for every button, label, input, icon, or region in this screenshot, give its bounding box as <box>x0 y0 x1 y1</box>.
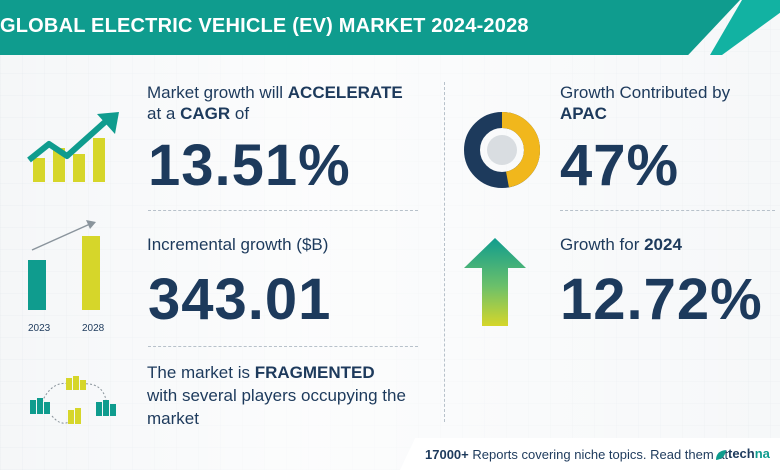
fragmented-label-line1: The market is FRAGMENTED <box>147 363 375 382</box>
up-arrow-icon <box>464 238 526 326</box>
brand-link[interactable]: techna <box>728 446 770 461</box>
donut-share-segment <box>464 112 540 188</box>
accelerate-emphasis: ACCELERATE <box>287 83 403 102</box>
bar-year-2023: 2023 <box>28 323 51 334</box>
left-divider-2 <box>148 346 418 347</box>
page-title: GLOBAL ELECTRIC VEHICLE (EV) MARKET 2024… <box>0 15 529 37</box>
fragmented-label-line2: with several players occupying the <box>147 386 406 405</box>
center-divider <box>444 82 445 422</box>
region-share-donut-icon <box>464 112 540 188</box>
bar-year-2028: 2028 <box>82 323 105 334</box>
fragmented-market-icon <box>30 376 116 424</box>
left-divider-1 <box>148 210 418 211</box>
title-banner <box>0 0 740 55</box>
cagr-label-line1: Market growth will ACCELERATE <box>147 83 403 102</box>
cagr-label-line2: at a CAGR of <box>147 104 250 123</box>
bar-comparison-icon <box>28 220 100 310</box>
growth-chart-icon <box>27 112 119 182</box>
region-label-line2: APAC <box>560 103 607 125</box>
cagr-value: 13.51% <box>148 133 351 198</box>
yoy-value: 12.72% <box>560 267 763 332</box>
yoy-year-emphasis: 2024 <box>644 235 682 254</box>
region-value: 47% <box>560 133 680 198</box>
cagr-emphasis: CAGR <box>180 104 231 123</box>
fragmented-label-line3: market <box>147 409 199 428</box>
incremental-label: Incremental growth ($B) <box>147 235 329 254</box>
region-emphasis: APAC <box>560 104 607 123</box>
yoy-label: Growth for 2024 <box>560 235 682 254</box>
region-label-line1: Growth Contributed by <box>560 83 731 102</box>
footer-text: 17000+ Reports covering niche topics. Re… <box>425 447 729 462</box>
donut-hole <box>487 135 517 165</box>
incremental-value: 343.01 <box>148 267 332 332</box>
brand-leaf-icon <box>716 450 726 460</box>
fragmented-emphasis: FRAGMENTED <box>254 363 375 382</box>
report-count: 17000+ <box>425 447 469 462</box>
right-divider-1 <box>560 210 775 211</box>
footer-bar <box>400 438 780 470</box>
